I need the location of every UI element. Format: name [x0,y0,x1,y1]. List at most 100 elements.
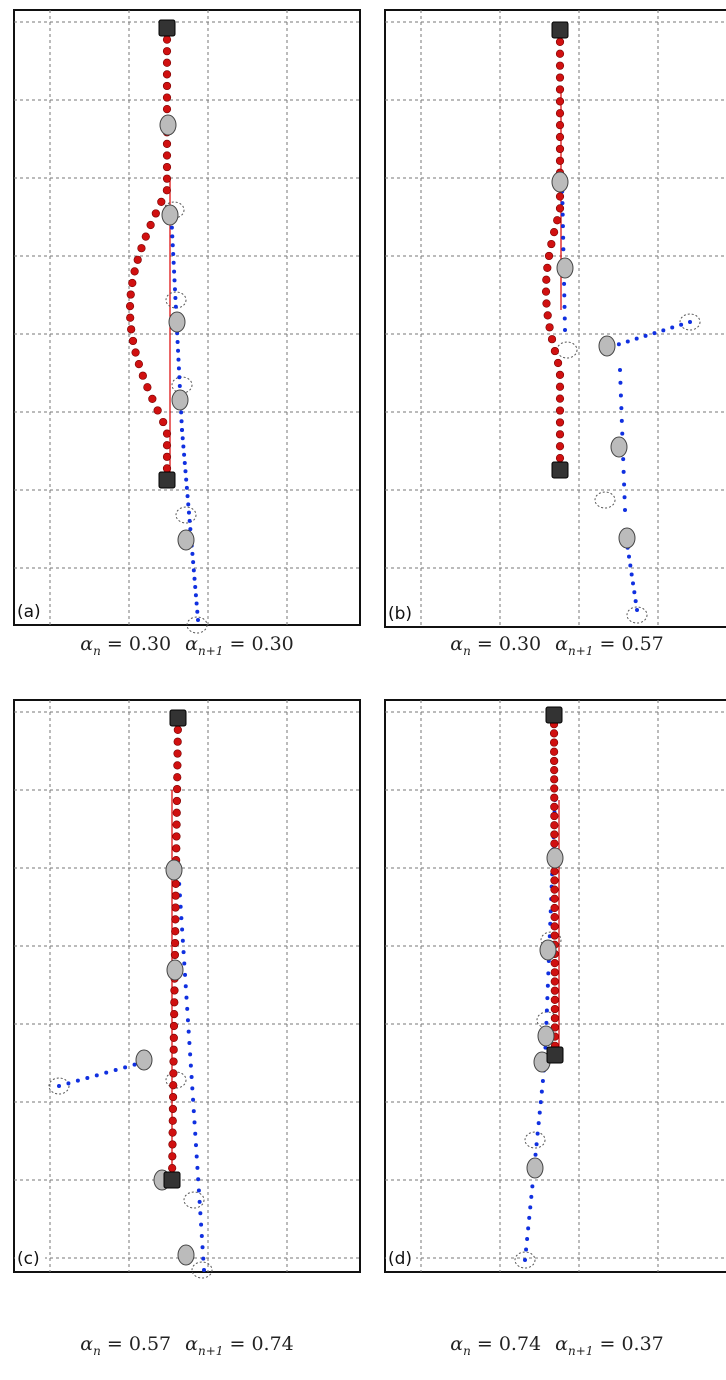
human-path-dot [652,331,657,336]
robot-path-dot [169,1069,178,1078]
human-path-dot [176,348,181,353]
robot-path-dot [168,1152,177,1161]
human-path-dot [182,461,187,466]
robot-path-dot [555,418,565,427]
robot-path-dot [550,793,559,802]
caption-part: 0.30 [128,633,172,655]
robot-path-dot [541,287,551,296]
human-path-dot [185,1006,190,1011]
robot-path-dot [173,761,182,770]
human-path-dot [535,1131,540,1136]
human-path-dot [190,1086,195,1091]
robot-path-dot [162,429,172,438]
robot-path-dot [550,931,559,940]
human-agent [610,436,628,458]
human-path-dot [628,563,633,568]
caption-part: 0.74 [251,1333,294,1355]
robot-path-dot [550,1004,559,1014]
human-path-dot [633,599,638,604]
robot-path-dot [549,729,559,738]
human-path-dot [196,1188,201,1193]
robot-path-dot [550,747,559,756]
human-path-dot [94,1073,99,1078]
human-path-dot [193,1131,198,1136]
robot [551,461,569,479]
robot-path-dot [550,766,559,775]
human-path-dot [560,224,565,229]
human-path-dot [181,444,186,449]
human-agent [159,114,177,136]
human-path-dot [201,1256,206,1261]
human-path-dot [182,452,187,457]
caption-part: n+1 [198,1343,224,1358]
robot-path-dot [170,998,179,1007]
human-path-dot [619,406,624,411]
human-path-dot [627,554,631,559]
robot-path-dot [550,346,560,356]
label-box [15,1246,45,1270]
robot-path-dot [169,1081,178,1090]
robot-path-dot [143,383,152,392]
robot-path-dot [141,232,150,241]
label-box [386,601,416,625]
human-path-dot [123,1065,128,1070]
human-path-dot [534,1142,539,1147]
robot-path-dot [555,430,565,439]
human-path-dot [192,576,197,581]
human-path-dot [171,260,176,265]
robot-path-dot [168,1140,177,1149]
caption-part: = [229,1333,246,1355]
human-path-dot [544,1020,549,1025]
robot-path-dot [162,70,172,79]
human-path-dot [179,419,184,424]
human-path-dot [545,996,550,1001]
robot-path-dot [550,1014,559,1023]
robot-path-dot [550,922,559,931]
caption-part: 0.37 [621,1333,664,1355]
robot-path-dot [555,144,565,154]
human-path-dot [525,1236,530,1241]
robot-path-dot [168,1128,177,1137]
caption-part: n [463,1343,471,1358]
human-path-dot [562,293,567,298]
human-path-dot [191,1109,196,1114]
robot-path-dot [555,406,565,415]
human-path-dot [113,1068,118,1072]
human-path-dot [539,1089,544,1094]
caption-part: α [80,1333,94,1355]
robot [545,706,563,724]
ghost-robot [175,506,197,524]
human-path-dot [191,568,196,573]
panel: (d) [384,699,726,1273]
robot-path-dot [169,1021,179,1031]
robot-path-dot [545,323,554,332]
human-path-dot [186,502,191,507]
robot-path-dot [137,244,146,253]
human-agent [598,335,616,357]
human-path-dot [198,1211,203,1216]
human-path-dot [85,1076,90,1080]
caption-part: 0.30 [498,633,542,655]
robot-path-dot [172,808,181,817]
human-path-dot [623,508,627,512]
caption-part: = [599,633,616,655]
human-agent [168,311,186,333]
ghost-robot [191,1261,213,1279]
human-path-dot [619,418,624,423]
robot-path-dot [550,775,559,784]
robot-path-dot [134,360,143,369]
robot-path-dot [162,81,172,91]
robot-path-dot [153,406,162,415]
human-path-dot [621,469,626,474]
human-path-dot [529,1194,534,1199]
caption-part: = [229,633,246,655]
caption-part: α [80,633,94,655]
human-path-dot [643,333,648,338]
human-path-dot [560,201,565,206]
human-path-dot [195,609,200,614]
human-path-dot [546,971,551,976]
robot-path-dot [162,151,172,160]
human-agent [177,1244,195,1266]
robot-path-dot [550,903,559,913]
